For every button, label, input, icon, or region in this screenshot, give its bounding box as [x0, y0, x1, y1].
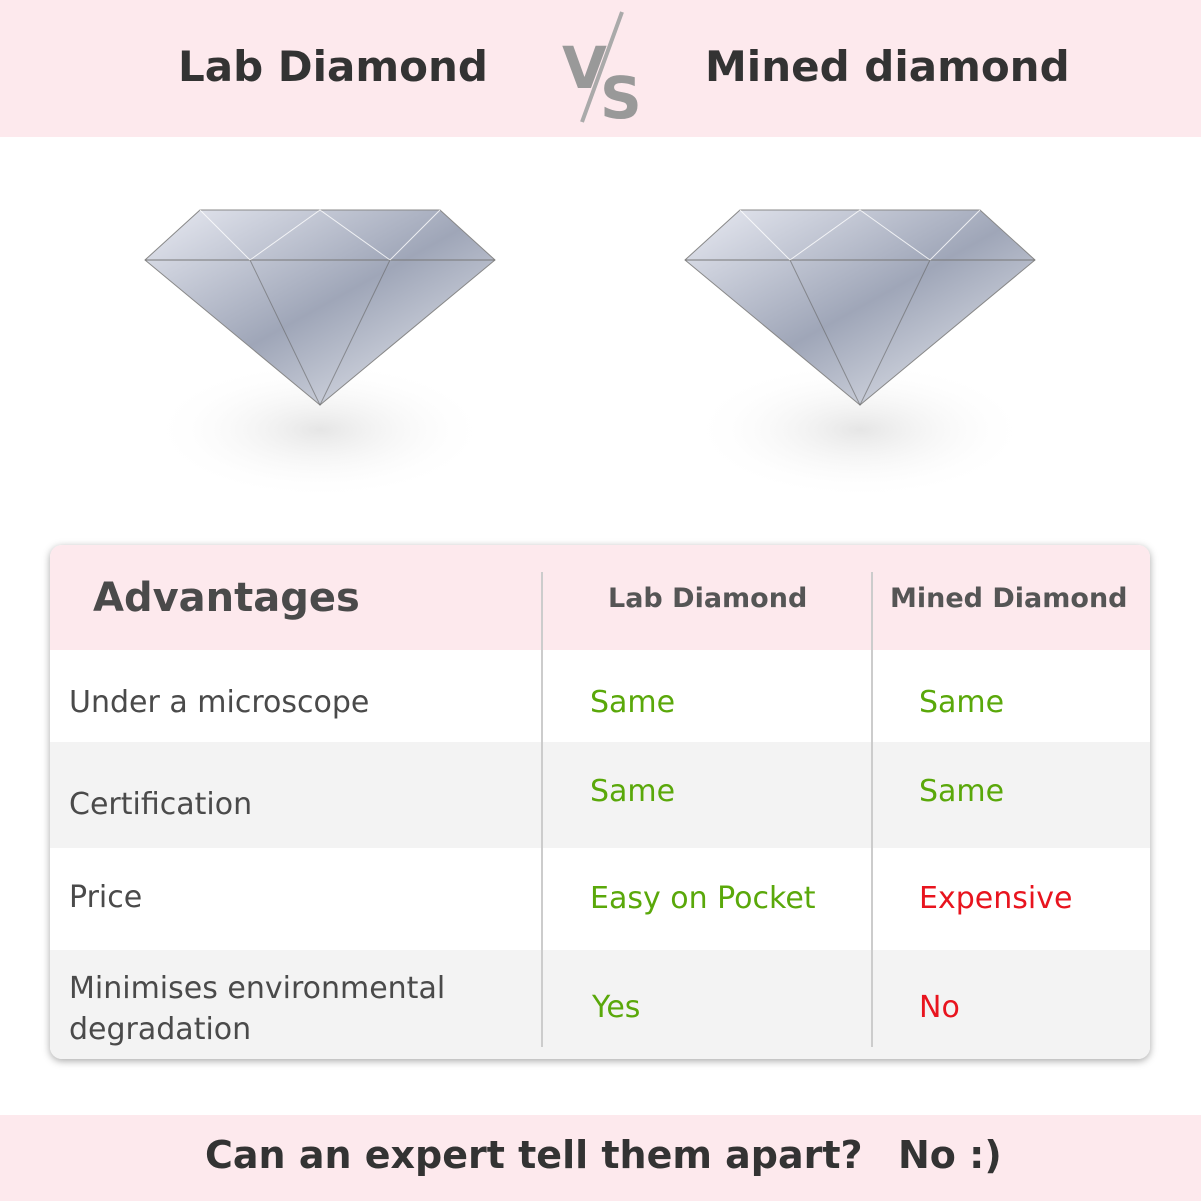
lab-value: Same — [590, 685, 676, 720]
lab-value: Yes — [592, 990, 641, 1025]
column-divider — [541, 572, 543, 1047]
lab-value: Same — [590, 774, 676, 809]
header-mined-diamond: Mined Diamond — [890, 583, 1128, 614]
mined-value: No — [919, 990, 960, 1025]
comparison-table: Advantages Lab Diamond Mined Diamond Und… — [50, 545, 1150, 1059]
mined-diamond-title: Mined diamond — [705, 42, 1070, 91]
table-row: Price Easy on Pocket Expensive — [50, 848, 1150, 950]
mined-value: Expensive — [919, 881, 1073, 916]
footer-answer: No :) — [898, 1133, 1002, 1177]
table-row: Certification Same Same — [50, 742, 1150, 848]
footer-question: Can an expert tell them apart? — [205, 1133, 863, 1177]
mined-diamond-image — [684, 209, 1036, 500]
table-row: Under a microscope Same Same — [50, 650, 1150, 742]
lab-diamond-image — [144, 209, 496, 500]
header-advantages: Advantages — [93, 575, 360, 621]
lab-diamond-title: Lab Diamond — [178, 42, 488, 91]
column-divider — [871, 572, 873, 1047]
row-label: Certification — [69, 787, 253, 822]
row-label: Price — [69, 880, 143, 915]
table-row: Minimises environmental degradation Yes … — [50, 950, 1150, 1059]
mined-value: Same — [919, 774, 1005, 809]
svg-text:S: S — [600, 64, 642, 125]
svg-text:V: V — [562, 34, 607, 102]
row-label: Minimises environmental degradation — [69, 971, 446, 1047]
footer-banner: Can an expert tell them apart? No :) — [0, 1115, 1201, 1201]
mined-value: Same — [919, 685, 1005, 720]
header-banner: Lab Diamond V S Mined diamond — [0, 0, 1201, 137]
header-lab-diamond: Lab Diamond — [608, 583, 808, 614]
vs-icon: V S — [562, 11, 642, 125]
lab-value: Easy on Pocket — [590, 881, 816, 916]
row-label: Under a microscope — [69, 685, 370, 720]
table-header-row: Advantages Lab Diamond Mined Diamond — [50, 545, 1150, 650]
